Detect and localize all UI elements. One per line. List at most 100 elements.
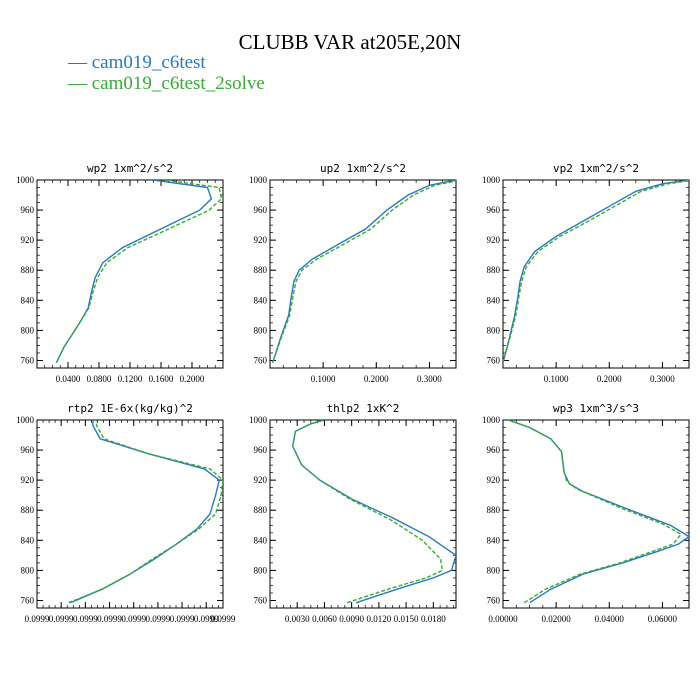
x-tick-label: 0.2000 [597,374,622,384]
y-tick-label: 840 [21,535,35,545]
x-tick-label: 0.0090 [339,614,364,624]
y-tick-label: 880 [487,265,501,275]
panel-frame [36,419,224,609]
x-tick-label: 0.0999 [73,614,98,624]
x-tick-label: 0.0180 [421,614,446,624]
x-tick-label: 0.00000 [488,614,518,624]
y-tick-label: 920 [487,235,501,245]
y-tick-label: 1000 [482,415,501,425]
y-tick-label: 960 [487,205,501,215]
x-tick-label: 0.1000 [311,374,336,384]
y-tick-label: 920 [254,475,268,485]
x-tick-label: 0.0999 [211,614,236,624]
x-tick-label: 0.1000 [544,374,569,384]
x-tick-label: 0.0999 [25,614,50,624]
y-tick-label: 880 [254,505,268,515]
y-tick-label: 840 [21,295,35,305]
x-tick-label: 0.04000 [595,614,625,624]
panel-frame [502,179,690,369]
series-line-2 [55,180,223,364]
series-line-1 [55,180,213,364]
y-tick-label: 1000 [482,175,501,185]
y-tick-label: 880 [254,265,268,275]
y-tick-label: 760 [254,355,268,365]
series-line-1 [70,420,221,604]
series-line-2 [272,180,456,363]
x-tick-label: 0.0800 [87,374,112,384]
y-tick-label: 840 [487,295,501,305]
y-tick-label: 880 [21,265,35,275]
y-tick-label: 920 [21,475,35,485]
panel-title: wp2 1xm^2/s^2 [87,162,173,175]
y-tick-label: 920 [254,235,268,245]
panel-title: wp3 1xm^3/s^3 [553,402,639,415]
series-line-2 [291,420,444,604]
y-tick-label: 920 [487,475,501,485]
y-tick-label: 960 [254,205,268,215]
x-tick-label: 0.0030 [285,614,310,624]
panel-title: vp2 1xm^2/s^2 [553,162,639,175]
x-tick-label: 0.3000 [650,374,675,384]
x-tick-label: 0.0150 [394,614,419,624]
x-tick-label: 0.02000 [542,614,572,624]
y-tick-label: 960 [487,445,501,455]
y-tick-label: 760 [21,355,35,365]
y-tick-label: 880 [487,505,501,515]
panel-title: thlp2 1xK^2 [327,402,400,415]
panel-title: up2 1xm^2/s^2 [320,162,406,175]
y-tick-label: 1000 [16,415,35,425]
panel-3: vp2 1xm^2/s^2 760 800 840 880 920 960 1000 0.100… [482,162,690,384]
panel-frame [269,419,457,609]
x-tick-label: 0.0060 [312,614,337,624]
series-line-2 [503,180,689,363]
legend: — cam019_c6test — cam019_c6test_2solve [68,52,265,94]
y-tick-label: 1000 [249,175,268,185]
legend-swatch-series-2: — [68,73,92,94]
y-tick-label: 840 [254,535,268,545]
y-tick-label: 760 [487,355,501,365]
x-tick-label: 0.3000 [417,374,442,384]
x-tick-label: 0.1600 [149,374,174,384]
x-tick-label: 0.1200 [118,374,143,384]
y-tick-label: 880 [21,505,35,515]
y-tick-label: 1000 [16,175,35,185]
panel-1: wp2 1xm^2/s^2 760 800 840 880 920 960 1000 0.040… [16,162,224,384]
legend-item-series-1: — cam019_c6test [68,52,265,73]
x-tick-label: 0.2000 [180,374,205,384]
chart-title: CLUBB VAR at205E,20N [238,30,462,54]
legend-label-series-1: cam019_c6test [91,52,206,73]
x-tick-label: 0.06000 [648,614,678,624]
panel-frame [502,419,690,609]
y-tick-label: 960 [21,205,35,215]
legend-item-series-2: — cam019_c6test_2solve [68,73,265,94]
series-line-1 [508,420,689,604]
x-tick-label: 0.0999 [146,614,171,624]
y-tick-label: 800 [254,565,268,575]
x-tick-label: 0.0400 [56,374,81,384]
y-tick-label: 960 [21,445,35,455]
x-tick-label: 0.0999 [49,614,74,624]
x-tick-label: 0.0999 [121,614,146,624]
y-tick-label: 840 [254,295,268,305]
y-tick-label: 840 [487,535,501,545]
y-tick-label: 800 [254,325,268,335]
y-tick-label: 800 [21,565,35,575]
x-tick-label: 0.0999 [194,614,219,624]
y-tick-label: 800 [487,325,501,335]
x-tick-label: 0.0999 [97,614,122,624]
x-tick-label: 0.2000 [364,374,389,384]
series-line-1 [503,180,689,363]
y-tick-label: 960 [254,445,268,455]
y-tick-label: 800 [487,565,501,575]
panel-frame [36,179,224,369]
panel-6: wp3 1xm^3/s^3 760 800 840 880 920 960 1000 0.000… [482,402,690,624]
y-tick-label: 1000 [249,415,268,425]
panel-2: up2 1xm^2/s^2 760 800 840 880 920 960 1000 0.100… [249,162,457,384]
x-tick-label: 0.0999 [170,614,195,624]
y-tick-label: 760 [254,595,268,605]
series-line-2 [508,420,683,604]
y-tick-label: 920 [21,235,35,245]
y-tick-label: 800 [21,325,35,335]
